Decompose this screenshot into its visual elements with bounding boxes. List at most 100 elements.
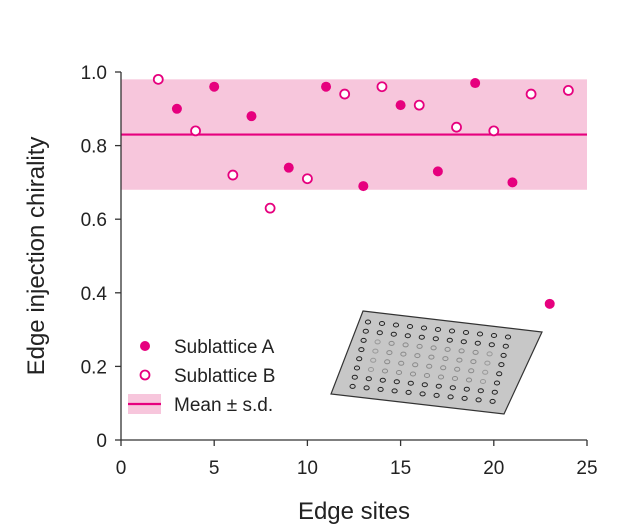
x-axis-title: Edge sites bbox=[298, 498, 410, 525]
inset-lattice-dot bbox=[490, 333, 498, 338]
inset-lattice-dot bbox=[404, 333, 411, 339]
inset-lattice-dot bbox=[496, 371, 503, 377]
inset-lattice-dot bbox=[426, 363, 433, 369]
inset-lattice-dot bbox=[356, 356, 363, 362]
inset-lattice-dot bbox=[449, 385, 456, 391]
inset-lattice-dot bbox=[416, 343, 423, 349]
inset-lattice-dot bbox=[442, 356, 449, 362]
inset-lattice-dot bbox=[381, 368, 389, 374]
inset-lattice-dot bbox=[400, 351, 407, 357]
inset-lattice-dot bbox=[434, 327, 442, 332]
inset-lattice-dot bbox=[482, 369, 489, 375]
inset-lattice-dot bbox=[374, 339, 381, 345]
inset-lattice-dot bbox=[363, 385, 370, 391]
inset-lattice-dot bbox=[500, 352, 507, 358]
inset-lattice-dot bbox=[367, 367, 375, 372]
inset-lattice-dot bbox=[470, 359, 477, 365]
inset-lattice-dot bbox=[465, 377, 473, 383]
inset-lattice-dot bbox=[461, 395, 468, 401]
x-tick-label: 25 bbox=[576, 458, 597, 479]
inset-lattice-dot bbox=[463, 386, 470, 392]
x-tick-label: 0 bbox=[116, 458, 127, 479]
inset-lattice-dots bbox=[349, 319, 512, 404]
point-sublattice-b bbox=[413, 99, 425, 111]
legend-marker-sublattice-a bbox=[140, 341, 150, 351]
inset-lattice-dot bbox=[447, 394, 454, 400]
inset-lattice-dot bbox=[393, 379, 400, 385]
point-sublattice-a bbox=[432, 166, 443, 177]
y-axis-title: Edge injection chirality bbox=[23, 137, 50, 376]
inset-lattice-dot bbox=[458, 348, 465, 354]
legend: Sublattice A Sublattice B Mean ± s.d. bbox=[128, 337, 275, 416]
point-sublattice-b bbox=[339, 88, 351, 100]
point-sublattice-a bbox=[283, 162, 294, 173]
inset-lattice-dot bbox=[432, 336, 439, 342]
inset-lattice-dot bbox=[423, 373, 431, 378]
inset-lattice-dot bbox=[456, 357, 463, 363]
inset-lattice-dot bbox=[379, 377, 386, 383]
point-sublattice-a bbox=[246, 111, 257, 122]
inset-lattice-dot bbox=[454, 366, 461, 372]
inset-lattice-dot bbox=[474, 340, 481, 346]
point-sublattice-a bbox=[321, 81, 332, 92]
point-sublattice-a bbox=[209, 81, 220, 92]
y-tick-label: 0 bbox=[96, 431, 107, 452]
y-ticks: 0 0.2 0.4 0.6 0.8 1.0 bbox=[81, 63, 121, 452]
inset-lattice-dot bbox=[489, 398, 496, 404]
legend-label-sublattice-a: Sublattice A bbox=[174, 337, 275, 358]
inset-lattice-dot bbox=[376, 330, 383, 336]
point-sublattice-a bbox=[358, 181, 369, 192]
inset-lattice-dot bbox=[421, 382, 428, 388]
x-tick-label: 15 bbox=[390, 458, 411, 479]
inset-lattice-dot bbox=[406, 324, 414, 329]
point-sublattice-a bbox=[171, 103, 182, 114]
inset-lattice-dot bbox=[351, 374, 358, 380]
inset-lattice-dot bbox=[392, 322, 400, 328]
point-sublattice-b bbox=[488, 125, 500, 137]
inset-lattice-dot bbox=[451, 376, 459, 381]
inset-lattice-dot bbox=[395, 370, 403, 375]
inset-lattice-dot bbox=[498, 362, 505, 368]
inset-lattice-dot bbox=[362, 328, 369, 334]
inset-lattice-dot bbox=[448, 328, 456, 334]
point-sublattice-b bbox=[152, 73, 164, 85]
inset-lattice-dot bbox=[372, 348, 379, 354]
inset-lattice-dot bbox=[386, 350, 393, 356]
inset-lattice-dot bbox=[504, 334, 512, 340]
y-tick-label: 1.0 bbox=[81, 63, 107, 84]
inset-lattice-dot bbox=[430, 345, 437, 351]
x-tick-label: 5 bbox=[209, 458, 220, 479]
inset-lattice-dot bbox=[405, 389, 412, 395]
y-tick-label: 0.8 bbox=[81, 137, 107, 158]
inset-lattice-dot bbox=[486, 351, 493, 357]
x-tick-label: 10 bbox=[297, 458, 318, 479]
inset-lattice-dot bbox=[378, 321, 386, 326]
inset-lattice-dot bbox=[409, 371, 417, 377]
point-sublattice-b bbox=[376, 81, 388, 93]
inset-lattice-dot bbox=[476, 331, 484, 337]
point-sublattice-a bbox=[507, 177, 518, 188]
inset-lattice-dot bbox=[460, 339, 467, 345]
inset-lattice-dot bbox=[419, 391, 426, 397]
legend-marker-sublattice-b bbox=[139, 369, 151, 381]
inset-lattice-dot bbox=[349, 383, 356, 389]
inset-lattice-dot bbox=[484, 360, 491, 366]
point-sublattice-b bbox=[525, 88, 537, 100]
inset-lattice-dot bbox=[479, 379, 487, 384]
point-sublattice-b bbox=[264, 202, 276, 214]
point-sublattice-b bbox=[227, 169, 239, 181]
inset-lattice-dot bbox=[407, 380, 414, 386]
inset-lattice-dot bbox=[440, 365, 447, 371]
inset-plate bbox=[330, 310, 543, 415]
inset-lattice-dot bbox=[398, 360, 405, 366]
x-ticks: 0 5 10 15 20 25 bbox=[116, 440, 598, 479]
x-tick-label: 20 bbox=[483, 458, 504, 479]
inset-lattice-dot bbox=[360, 337, 367, 343]
inset-lattice-dot bbox=[462, 330, 470, 335]
inset-lattice-dot bbox=[491, 389, 498, 395]
inset-lattice-dot bbox=[390, 331, 397, 337]
inset-lattice-dot bbox=[444, 346, 451, 352]
inset-lattice-dot bbox=[472, 349, 479, 355]
axes bbox=[120, 72, 587, 441]
